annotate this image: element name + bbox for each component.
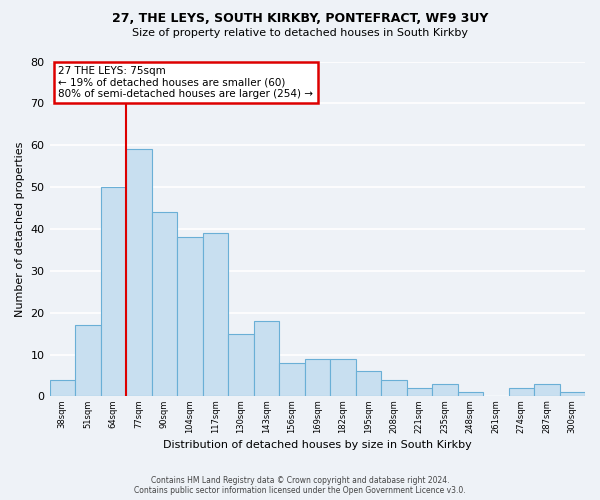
Bar bbox=[560, 392, 585, 396]
Bar bbox=[101, 187, 126, 396]
Bar bbox=[228, 334, 254, 396]
Bar bbox=[203, 233, 228, 396]
Bar bbox=[50, 380, 75, 396]
Text: 27, THE LEYS, SOUTH KIRKBY, PONTEFRACT, WF9 3UY: 27, THE LEYS, SOUTH KIRKBY, PONTEFRACT, … bbox=[112, 12, 488, 26]
Bar bbox=[407, 388, 432, 396]
Bar bbox=[279, 363, 305, 396]
Bar bbox=[305, 358, 330, 397]
Bar bbox=[356, 372, 381, 396]
Bar bbox=[330, 358, 356, 397]
Text: Size of property relative to detached houses in South Kirkby: Size of property relative to detached ho… bbox=[132, 28, 468, 38]
Bar bbox=[509, 388, 534, 396]
Y-axis label: Number of detached properties: Number of detached properties bbox=[15, 142, 25, 316]
Bar bbox=[152, 212, 177, 396]
X-axis label: Distribution of detached houses by size in South Kirkby: Distribution of detached houses by size … bbox=[163, 440, 472, 450]
Bar bbox=[381, 380, 407, 396]
Bar bbox=[432, 384, 458, 396]
Bar bbox=[177, 238, 203, 396]
Text: 27 THE LEYS: 75sqm
← 19% of detached houses are smaller (60)
80% of semi-detache: 27 THE LEYS: 75sqm ← 19% of detached hou… bbox=[58, 66, 313, 99]
Bar bbox=[75, 325, 101, 396]
Bar bbox=[534, 384, 560, 396]
Bar bbox=[254, 321, 279, 396]
Bar bbox=[126, 150, 152, 396]
Text: Contains HM Land Registry data © Crown copyright and database right 2024.
Contai: Contains HM Land Registry data © Crown c… bbox=[134, 476, 466, 495]
Bar bbox=[458, 392, 483, 396]
